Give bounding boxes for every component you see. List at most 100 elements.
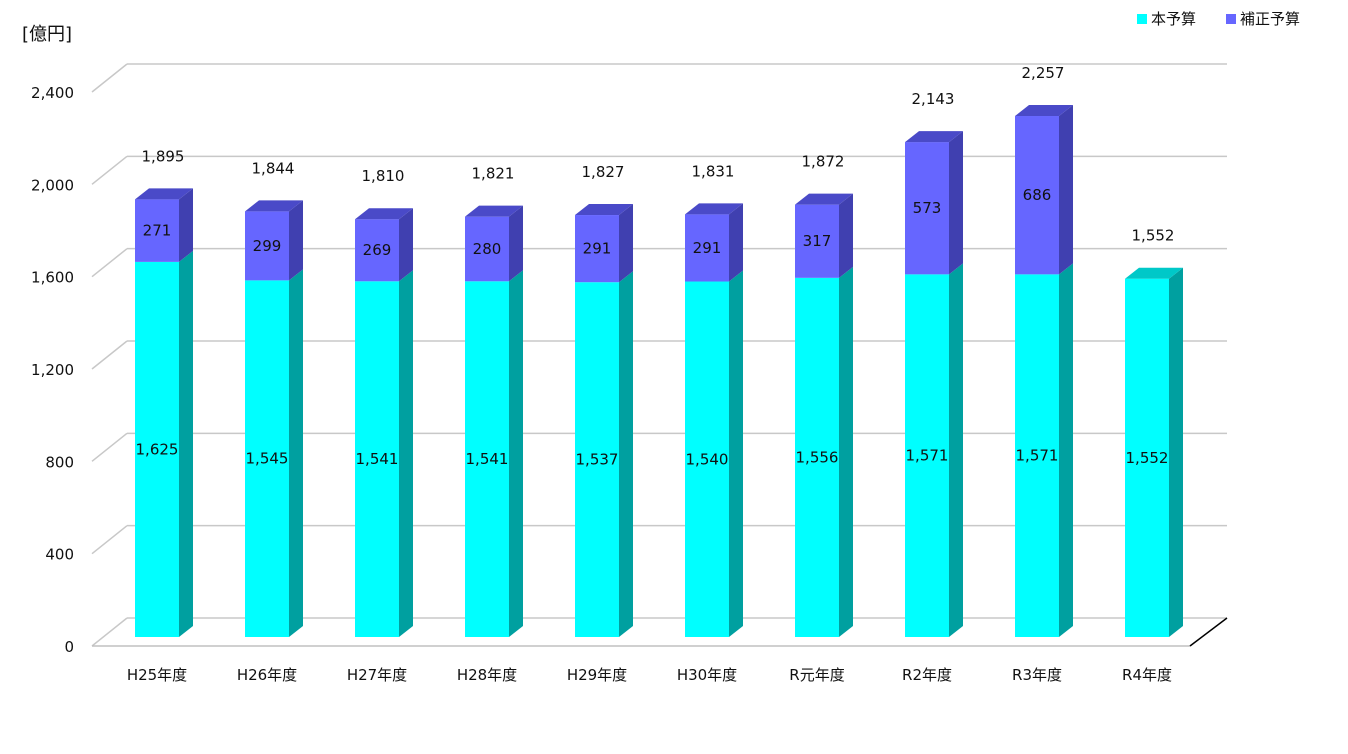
y-tick-label: 800 [45, 453, 74, 471]
gridline-depth [91, 248, 128, 278]
total-label: 1,821 [472, 165, 515, 183]
bar-main-budget-front [135, 261, 179, 637]
total-label: 2,143 [912, 90, 955, 108]
bar-supplementary-budget [245, 200, 303, 281]
total-label: 1,552 [1132, 227, 1175, 245]
y-tick-label: 1,200 [31, 361, 74, 379]
bar-main-budget [1015, 263, 1073, 637]
bar-supplementary-budget [135, 188, 193, 262]
bar-supplementary-budget-front [1015, 116, 1059, 275]
y-tick-label: 1,600 [31, 269, 74, 287]
total-label: 1,810 [362, 167, 405, 185]
y-tick-label: 400 [45, 546, 74, 564]
legend-label-supplementary-budget: 補正予算 [1240, 10, 1300, 28]
bar-supplementary-budget-top [245, 200, 303, 212]
total-label: 1,844 [252, 159, 295, 177]
total-label: 1,831 [692, 162, 735, 180]
bar-main-budget-side [179, 250, 193, 638]
bar-main-budget-front [245, 280, 289, 637]
bar-main-budget-front [575, 282, 619, 637]
bar-main-budget [135, 250, 193, 638]
bar-supplementary-budget-front [575, 215, 619, 283]
bar-supplementary-budget-top [795, 193, 853, 205]
bar-main-budget-front [685, 281, 729, 637]
bar-supplementary-budget [1015, 105, 1073, 275]
data-label-supplementary-budget: 291 [583, 240, 612, 258]
x-category-label: R3年度 [1012, 666, 1062, 684]
bar-supplementary-budget-top [905, 131, 963, 143]
data-label-main-budget: 1,625 [136, 440, 179, 458]
bar-main-budget [245, 269, 303, 637]
data-label-supplementary-budget: 280 [473, 240, 502, 258]
bar-supplementary-budget-side [729, 203, 743, 282]
y-tick-label: 2,000 [31, 176, 74, 194]
bar-supplementary-budget-top [465, 205, 523, 217]
x-category-label: H27年度 [347, 666, 407, 684]
x-category-label: R4年度 [1122, 666, 1172, 684]
gridline-depth [91, 525, 128, 555]
bar-supplementary-budget-side [289, 200, 303, 281]
bar-supplementary-budget-front [355, 219, 399, 282]
y-tick-label: 2,400 [31, 84, 74, 102]
bar-main-budget-side [619, 271, 633, 637]
bar-main-budget-top [1125, 267, 1183, 279]
x-category-label: H30年度 [677, 666, 737, 684]
data-labels: 1,625 271 1,895 1,545 299 1,844 1,541 269 1,810 1… [136, 64, 1175, 469]
data-label-main-budget: 1,552 [1126, 449, 1169, 467]
bar-supplementary-budget-side [619, 204, 633, 283]
data-label-main-budget: 1,556 [796, 448, 839, 466]
data-label-main-budget: 1,545 [246, 450, 289, 468]
bar-supplementary-budget-side [399, 208, 413, 282]
x-category-label: H29年度 [567, 666, 627, 684]
bar-supplementary-budget-side [1059, 105, 1073, 275]
bar-supplementary-budget-top [135, 188, 193, 200]
legend: 本予算 補正予算 [1137, 10, 1300, 28]
bar-main-budget-side [949, 263, 963, 637]
bar-main-budget-front [1015, 274, 1059, 637]
bar-supplementary-budget [465, 205, 523, 282]
bar-supplementary-budget [355, 208, 413, 282]
data-label-main-budget: 1,540 [686, 450, 729, 468]
legend-swatch-main-budget [1137, 14, 1147, 24]
x-category-label: R元年度 [789, 666, 844, 684]
bar-main-budget-side [729, 270, 743, 637]
x-category-label: H28年度 [457, 666, 517, 684]
bar-supplementary-budget-side [509, 205, 523, 282]
bar-supplementary-budget [685, 203, 743, 282]
bar-supplementary-budget-front [905, 142, 949, 275]
unit-label: [億円] [22, 24, 72, 45]
bar-main-budget [685, 270, 743, 637]
bar-main-budget-side [289, 269, 303, 637]
gridline-depth [91, 617, 128, 647]
bar-main-budget [575, 271, 633, 637]
data-label-supplementary-budget: 317 [803, 232, 832, 250]
bar-main-budget-side [399, 270, 413, 637]
bar-supplementary-budget [905, 131, 963, 275]
total-label: 2,257 [1022, 64, 1065, 82]
bar-main-budget-front [905, 274, 949, 637]
gridline-depth [91, 63, 128, 93]
bar-supplementary-budget-front [795, 204, 839, 278]
bar-main-budget [1125, 267, 1183, 637]
total-label: 1,895 [142, 147, 185, 165]
bar-main-budget [905, 263, 963, 637]
data-label-supplementary-budget: 291 [693, 239, 722, 257]
bar-supplementary-budget-side [949, 131, 963, 275]
bar-main-budget [355, 270, 413, 637]
legend-label-main-budget: 本予算 [1151, 10, 1196, 28]
grid [91, 63, 1227, 647]
bars [135, 105, 1183, 638]
bar-supplementary-budget-front [135, 199, 179, 262]
bar-supplementary-budget-front [465, 216, 509, 282]
bar-main-budget-side [509, 270, 523, 637]
total-label: 1,872 [802, 153, 845, 171]
bar-main-budget-front [795, 277, 839, 637]
gridline-depth [91, 155, 128, 185]
axes: 0 400 800 1,200 1,600 2,000 2,400 H25年度 H26年度 H27… [31, 84, 1228, 684]
data-label-supplementary-budget: 271 [143, 222, 172, 240]
total-label: 1,827 [582, 163, 625, 181]
x-category-label: H26年度 [237, 666, 297, 684]
data-label-supplementary-budget: 573 [913, 199, 942, 217]
legend-swatch-supplementary-budget [1226, 14, 1236, 24]
data-label-main-budget: 1,537 [576, 451, 619, 469]
